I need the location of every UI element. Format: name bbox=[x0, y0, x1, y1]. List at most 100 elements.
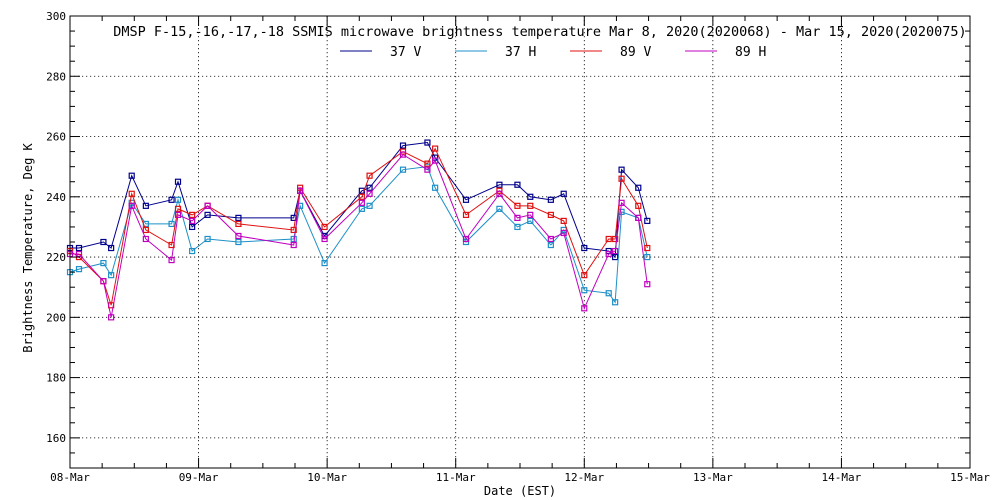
data-point bbox=[290, 241, 297, 249]
data-point bbox=[547, 235, 554, 243]
data-point bbox=[174, 196, 182, 203]
series-37-h bbox=[66, 163, 651, 306]
data-point bbox=[290, 226, 297, 234]
y-tick-label: 220 bbox=[46, 251, 66, 264]
x-tick-label: 13-Mar bbox=[693, 471, 733, 484]
data-point bbox=[618, 175, 625, 182]
x-tick-label: 14-Mar bbox=[822, 471, 862, 484]
legend-label: 37 H bbox=[505, 45, 536, 60]
data-point bbox=[644, 217, 651, 225]
x-tick-label: 15-Mar bbox=[950, 471, 990, 484]
data-point bbox=[174, 205, 182, 212]
data-point bbox=[235, 232, 242, 240]
data-point bbox=[618, 208, 625, 215]
data-point bbox=[108, 272, 115, 279]
data-point bbox=[366, 202, 373, 209]
legend-item: 89 H bbox=[685, 45, 766, 60]
data-point bbox=[581, 244, 588, 252]
data-point bbox=[635, 202, 642, 209]
data-point bbox=[358, 205, 365, 212]
data-point bbox=[432, 157, 439, 164]
series-line bbox=[69, 147, 648, 306]
x-axis: 08-Mar 09-Mar 10-Mar 11-Mar 12-Mar 13-Mar 14-M… bbox=[50, 16, 990, 484]
legend-item: 37 H bbox=[455, 45, 536, 60]
data-point bbox=[399, 166, 407, 173]
data-point bbox=[399, 151, 407, 158]
data-point bbox=[399, 142, 407, 149]
data-point bbox=[514, 214, 521, 221]
grid bbox=[70, 16, 970, 468]
data-point bbox=[168, 220, 175, 228]
data-point bbox=[612, 247, 619, 255]
data-point bbox=[204, 211, 211, 218]
data-point bbox=[75, 250, 83, 258]
data-point bbox=[142, 235, 149, 243]
data-point bbox=[189, 211, 196, 218]
data-point bbox=[514, 223, 521, 231]
data-point bbox=[128, 202, 135, 209]
data-point bbox=[168, 256, 175, 264]
data-point bbox=[612, 235, 619, 243]
chart-title: DMSP F-15,-16,-17,-18 SSMIS microwave br… bbox=[113, 24, 966, 40]
series-89-h bbox=[66, 151, 651, 321]
y-tick-label: 240 bbox=[46, 191, 66, 204]
data-point bbox=[290, 214, 297, 221]
data-point bbox=[366, 184, 373, 191]
data-point bbox=[581, 305, 588, 312]
data-point bbox=[605, 290, 612, 297]
data-point bbox=[424, 166, 431, 173]
data-point bbox=[432, 184, 439, 191]
data-point bbox=[108, 244, 115, 252]
y-axis: 160 180 200 220 240 260 280 300 bbox=[46, 10, 970, 469]
data-point bbox=[424, 160, 431, 167]
data-point bbox=[618, 199, 625, 206]
data-point bbox=[605, 250, 612, 258]
data-point bbox=[358, 193, 365, 200]
data-point bbox=[560, 190, 567, 197]
data-point bbox=[142, 226, 149, 234]
legend-label: 89 V bbox=[620, 45, 651, 60]
x-tick-label: 10-Mar bbox=[307, 471, 347, 484]
legend-label: 37 V bbox=[390, 45, 421, 60]
data-point bbox=[547, 196, 554, 203]
data-point bbox=[174, 211, 182, 218]
series-line bbox=[70, 153, 648, 318]
data-point bbox=[189, 217, 196, 225]
x-tick-label: 12-Mar bbox=[564, 471, 604, 484]
y-tick-label: 300 bbox=[46, 10, 66, 23]
data-point bbox=[75, 244, 83, 252]
data-point bbox=[644, 281, 651, 288]
data-point bbox=[547, 211, 554, 218]
y-tick-label: 280 bbox=[46, 70, 66, 83]
x-axis-label: Date (EST) bbox=[484, 484, 556, 498]
data-point bbox=[100, 238, 107, 246]
y-tick-label: 180 bbox=[46, 372, 66, 385]
data-point bbox=[432, 145, 439, 152]
data-point bbox=[560, 229, 567, 237]
data-point bbox=[128, 190, 135, 197]
data-point bbox=[235, 214, 242, 221]
data-point bbox=[612, 299, 619, 306]
x-tick-label: 09-Mar bbox=[179, 471, 219, 484]
data-point bbox=[235, 238, 242, 246]
data-point bbox=[581, 272, 588, 279]
data-point bbox=[462, 235, 470, 243]
data-point bbox=[128, 172, 135, 179]
series-line bbox=[69, 166, 648, 304]
data-point bbox=[100, 259, 107, 267]
data-point bbox=[204, 202, 211, 209]
legend-item: 89 V bbox=[570, 45, 651, 60]
legend-label: 89 H bbox=[735, 45, 766, 60]
data-point bbox=[189, 247, 196, 255]
y-axis-label: Brightness Temperature, Deg K bbox=[21, 142, 35, 352]
data-point bbox=[496, 205, 503, 212]
x-tick-label: 08-Mar bbox=[50, 471, 90, 484]
data-point bbox=[514, 202, 521, 209]
x-tick-label: 11-Mar bbox=[436, 471, 476, 484]
data-point bbox=[189, 223, 196, 231]
y-tick-label: 260 bbox=[46, 131, 66, 144]
data-point bbox=[605, 235, 612, 243]
data-point bbox=[527, 193, 534, 200]
data-point bbox=[612, 253, 619, 261]
